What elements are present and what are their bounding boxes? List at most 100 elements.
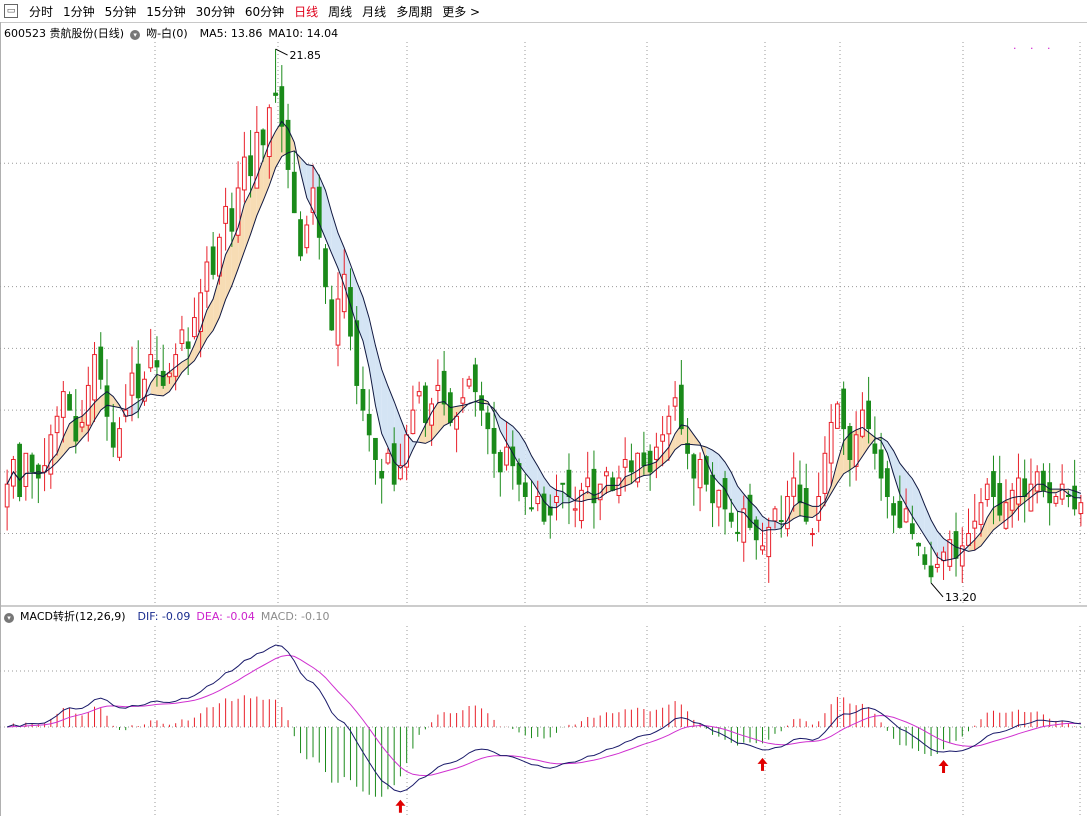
- period-tab[interactable]: 多周期: [396, 4, 433, 19]
- macd-info-bar: ▾ MACD转折(12,26,9) DIF: -0.09 DEA: -0.04 M…: [4, 608, 335, 624]
- candlestick: [497, 452, 503, 473]
- ma-band-segment: [362, 297, 370, 369]
- candlestick: [1066, 494, 1071, 498]
- candlestick: [142, 378, 147, 402]
- candlestick: [316, 186, 322, 238]
- candlestick: [884, 468, 890, 498]
- candlestick: [1053, 496, 1059, 504]
- candlestick: [416, 391, 422, 397]
- ma-band-segment: [519, 432, 526, 474]
- macd-selector[interactable]: ▾ MACD转折(12,26,9): [4, 608, 132, 624]
- ma-band-segment: [625, 474, 632, 487]
- candlestick: [148, 354, 154, 369]
- ma5-value: MA5: 13.86: [199, 26, 263, 40]
- period-tab[interactable]: 周线: [328, 4, 353, 19]
- ma-band-segment: [150, 374, 157, 396]
- candlestick: [791, 477, 797, 497]
- period-tab[interactable]: 15分钟: [146, 4, 186, 19]
- candlestick: [29, 454, 35, 473]
- ma-band-segment: [200, 310, 207, 351]
- candlestick: [685, 443, 690, 454]
- ma10-line: [6, 150, 1082, 552]
- candlestick: [354, 320, 360, 386]
- period-tab[interactable]: 30分钟: [195, 4, 235, 19]
- ma-band-segment: [980, 517, 988, 546]
- ma-band-segment: [325, 190, 332, 254]
- candlestick: [909, 523, 915, 535]
- period-tab[interactable]: 日线: [294, 4, 319, 19]
- candlestick: [98, 346, 104, 380]
- ma-band-segment: [94, 396, 101, 420]
- ma-band-segment: [181, 358, 189, 373]
- candlestick: [85, 384, 91, 426]
- candlestick: [966, 533, 971, 546]
- candlestick: [529, 507, 534, 510]
- candlestick: [878, 449, 884, 479]
- ma-band-segment: [506, 421, 513, 454]
- ma-band-segment: [206, 299, 214, 339]
- candlestick: [672, 397, 678, 407]
- price-info-bar: 600523 贵航股份(日线) ▾ 吻-白(0) MA5: 13.86 MA10:…: [4, 25, 344, 41]
- candlestick: [360, 388, 366, 411]
- chevron-down-icon: ▾: [130, 30, 141, 40]
- ma-band-segment: [500, 417, 507, 443]
- indicator-name: 吻-白(0): [146, 27, 188, 40]
- candlestick: [616, 477, 622, 496]
- candlestick: [4, 483, 10, 508]
- period-tab[interactable]: 月线: [362, 4, 387, 19]
- ma-band-segment: [419, 424, 426, 444]
- window-restore-icon[interactable]: ▭: [4, 4, 18, 18]
- low-price-label: 13.20: [945, 591, 977, 604]
- ma-band-segment: [331, 212, 338, 269]
- candlestick: [635, 452, 641, 483]
- candlestick: [747, 494, 753, 528]
- candlestick: [279, 86, 285, 127]
- ma-band-segment: [244, 191, 251, 252]
- candlestick: [1003, 502, 1009, 529]
- period-tab[interactable]: 更多 >: [442, 4, 481, 19]
- candlestick: [903, 508, 909, 523]
- candlestick: [610, 477, 616, 491]
- ma-band-segment: [893, 450, 900, 495]
- ma-band-segment: [231, 227, 239, 286]
- ma-band-segment: [300, 157, 307, 198]
- candlestick: [254, 131, 260, 189]
- candlestick: [541, 493, 547, 522]
- candlestick: [984, 483, 990, 501]
- candlestick: [766, 526, 772, 558]
- candlestick: [991, 471, 996, 498]
- candlestick: [572, 508, 578, 511]
- candlestick: [591, 468, 597, 504]
- candlestick: [760, 545, 765, 551]
- candlestick: [92, 354, 97, 401]
- candlestick: [310, 187, 316, 213]
- candlestick: [135, 363, 141, 399]
- candlestick: [735, 531, 740, 535]
- candlestick: [810, 533, 815, 536]
- candlestick: [104, 385, 110, 417]
- candlestick: [504, 446, 509, 466]
- stock-title: 600523 贵航股份(日线): [4, 27, 125, 40]
- ma-band-segment: [213, 276, 220, 331]
- candlestick: [678, 384, 684, 430]
- candlestick: [622, 458, 628, 468]
- candlestick: [547, 506, 553, 516]
- candlestick: [722, 478, 728, 510]
- candlestick: [192, 317, 197, 338]
- indicator-selector[interactable]: ▾ 吻-白(0): [130, 25, 194, 41]
- candlestick: [629, 460, 634, 473]
- dif-line: [6, 644, 1081, 793]
- candlestick: [160, 370, 166, 386]
- period-tab[interactable]: 5分钟: [104, 4, 137, 19]
- ma-band-segment: [837, 440, 844, 483]
- ma-band-segment: [906, 471, 913, 517]
- candlestick: [841, 388, 847, 430]
- candlestick: [398, 465, 403, 480]
- candlestick: [1041, 470, 1046, 491]
- period-tab[interactable]: 60分钟: [244, 4, 285, 19]
- period-tab[interactable]: 1分钟: [63, 4, 95, 19]
- period-tab[interactable]: 分时: [29, 4, 54, 19]
- candlestick: [79, 421, 85, 428]
- candlestick: [691, 454, 697, 479]
